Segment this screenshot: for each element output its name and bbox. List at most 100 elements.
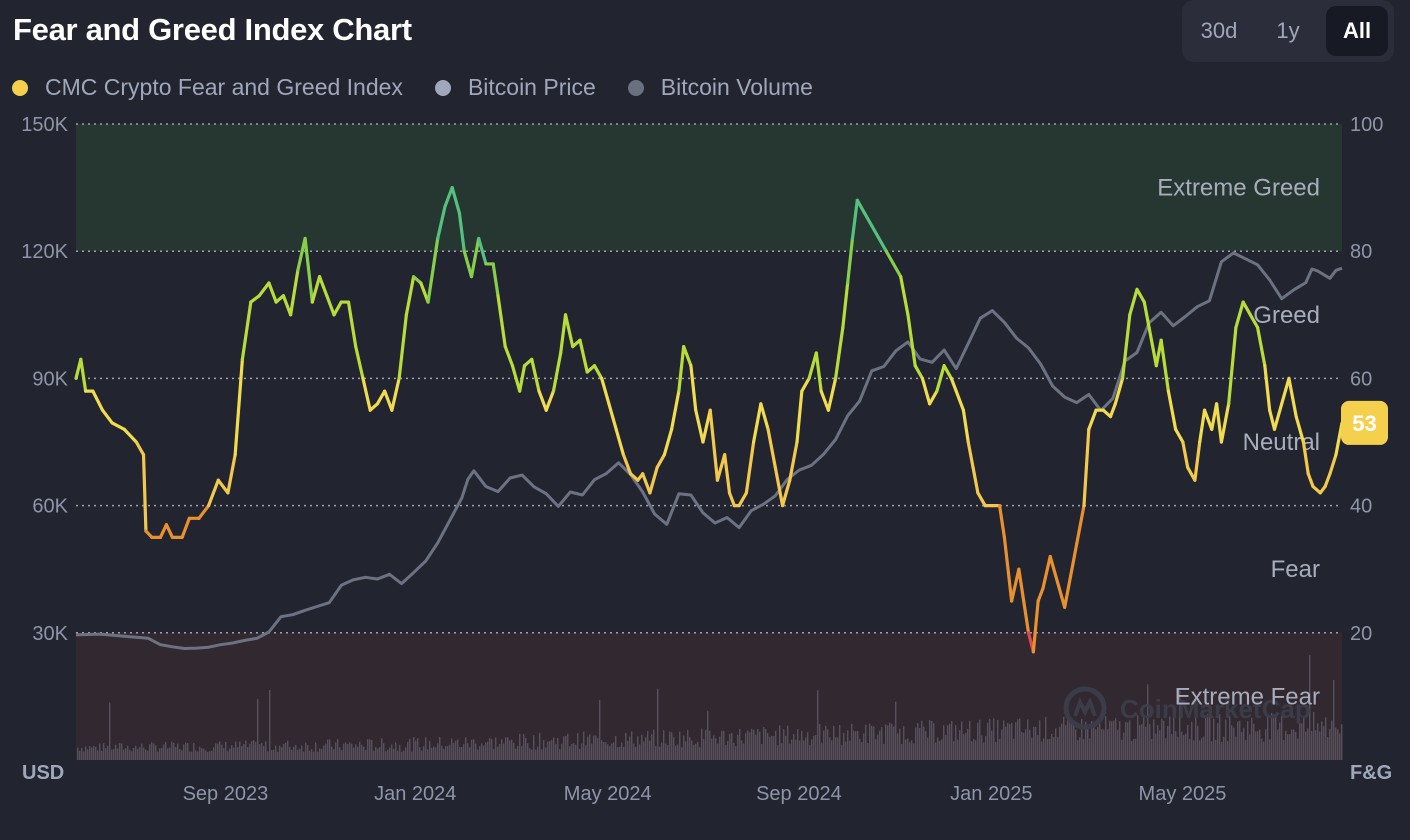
volume-bar bbox=[101, 750, 103, 760]
volume-bar bbox=[203, 748, 205, 760]
volume-bar bbox=[837, 737, 839, 760]
fear-greed-line-segment bbox=[1294, 414, 1306, 444]
volume-bar bbox=[1041, 741, 1043, 760]
volume-bar bbox=[741, 740, 743, 760]
volume-bar bbox=[911, 740, 913, 760]
legend-item-bitcoin-volume[interactable]: Bitcoin Volume bbox=[627, 74, 813, 101]
fear-greed-line-segment bbox=[1022, 599, 1031, 635]
legend-dot-icon bbox=[627, 79, 644, 96]
volume-bar bbox=[905, 739, 907, 760]
volume-bar bbox=[1313, 712, 1315, 760]
volume-bar bbox=[909, 742, 911, 760]
fear-greed-line-segment bbox=[800, 376, 811, 393]
volume-bar bbox=[687, 729, 689, 760]
volume-bar bbox=[1109, 720, 1111, 760]
volume-bar bbox=[207, 751, 209, 760]
volume-bar bbox=[1011, 722, 1013, 760]
volume-bar bbox=[581, 743, 583, 760]
volume-bar bbox=[1317, 723, 1319, 760]
fear-greed-line-segment bbox=[1113, 376, 1125, 406]
volume-bar bbox=[1293, 729, 1295, 760]
volume-bar bbox=[657, 688, 659, 760]
legend-item-fear-greed[interactable]: CMC Crypto Fear and Greed Index bbox=[12, 74, 403, 101]
fear-greed-line-segment bbox=[233, 357, 244, 457]
volume-bar bbox=[645, 737, 647, 760]
volume-bar bbox=[169, 747, 171, 760]
fear-greed-line-segment bbox=[1227, 325, 1238, 406]
volume-bar bbox=[1163, 720, 1165, 760]
volume-bar bbox=[1035, 727, 1037, 760]
fear-greed-line-segment bbox=[462, 249, 474, 279]
volume-bar bbox=[989, 718, 991, 760]
volume-bar bbox=[1117, 729, 1119, 760]
volume-bar bbox=[415, 740, 417, 760]
volume-bar bbox=[335, 742, 337, 760]
volume-bar bbox=[343, 743, 345, 760]
range-30d-button[interactable]: 30d bbox=[1200, 18, 1238, 43]
range-all-button[interactable]: All bbox=[1326, 6, 1388, 56]
volume-bar bbox=[1325, 717, 1327, 760]
fear-greed-line-segment bbox=[1142, 300, 1151, 330]
volume-bar bbox=[95, 746, 97, 760]
fear-greed-line-segment bbox=[677, 345, 686, 393]
volume-bar bbox=[561, 743, 563, 760]
fear-greed-line-segment bbox=[689, 364, 698, 412]
fear-greed-line-segment bbox=[1070, 542, 1079, 571]
volume-bar bbox=[897, 733, 899, 760]
volume-bar bbox=[661, 742, 663, 760]
fear-greed-line-segment bbox=[361, 376, 372, 412]
legend-item-bitcoin-price[interactable]: Bitcoin Price bbox=[434, 74, 596, 101]
volume-bar bbox=[85, 746, 87, 760]
volume-bar bbox=[147, 750, 149, 760]
range-1y-button[interactable]: 1y bbox=[1276, 18, 1300, 43]
volume-bar bbox=[1167, 726, 1169, 760]
volume-bar bbox=[969, 720, 971, 760]
volume-bar bbox=[1111, 721, 1113, 760]
volume-bar bbox=[423, 746, 425, 760]
fear-greed-line-segment bbox=[267, 281, 278, 304]
y-right-tick-label: 20 bbox=[1350, 623, 1372, 645]
volume-bar bbox=[1207, 713, 1209, 760]
volume-bar bbox=[971, 741, 973, 760]
volume-bar bbox=[263, 745, 265, 760]
volume-bar bbox=[243, 744, 245, 760]
volume-bar bbox=[271, 750, 273, 760]
volume-bar bbox=[1233, 727, 1235, 760]
volume-bar bbox=[1093, 724, 1095, 760]
volume-bar bbox=[1107, 729, 1109, 760]
volume-bar bbox=[577, 732, 579, 760]
volume-bar bbox=[385, 751, 387, 760]
volume-bar bbox=[755, 734, 757, 760]
fear-greed-line-segment bbox=[884, 249, 896, 266]
volume-bar bbox=[185, 742, 187, 760]
volume-bar bbox=[517, 746, 519, 760]
volume-bar bbox=[1185, 733, 1187, 760]
volume-bar bbox=[729, 733, 731, 760]
volume-bar bbox=[915, 727, 917, 760]
volume-bar bbox=[113, 748, 115, 760]
volume-bar bbox=[595, 735, 597, 760]
volume-bar bbox=[245, 740, 247, 760]
volume-bar bbox=[1103, 729, 1105, 760]
volume-bar bbox=[711, 738, 713, 760]
volume-bar bbox=[89, 746, 91, 760]
volume-bar bbox=[1319, 731, 1321, 760]
volume-bar bbox=[1227, 741, 1229, 760]
volume-bar bbox=[453, 743, 455, 760]
volume-bar bbox=[995, 741, 997, 760]
volume-bar bbox=[1127, 722, 1129, 760]
fear-greed-line-segment bbox=[833, 325, 845, 380]
volume-bar bbox=[817, 690, 819, 760]
volume-bar bbox=[775, 730, 777, 760]
volume-bar bbox=[171, 741, 173, 760]
volume-bar bbox=[1327, 737, 1329, 760]
volume-bar bbox=[1253, 723, 1255, 760]
fear-greed-line-segment bbox=[1219, 402, 1231, 444]
fear-greed-line-segment bbox=[1334, 421, 1344, 457]
volume-bar bbox=[1321, 721, 1323, 760]
volume-bar bbox=[943, 725, 945, 760]
volume-bar bbox=[223, 747, 225, 760]
volume-bar bbox=[455, 740, 457, 760]
volume-bar bbox=[395, 742, 397, 760]
volume-bar bbox=[305, 742, 307, 760]
